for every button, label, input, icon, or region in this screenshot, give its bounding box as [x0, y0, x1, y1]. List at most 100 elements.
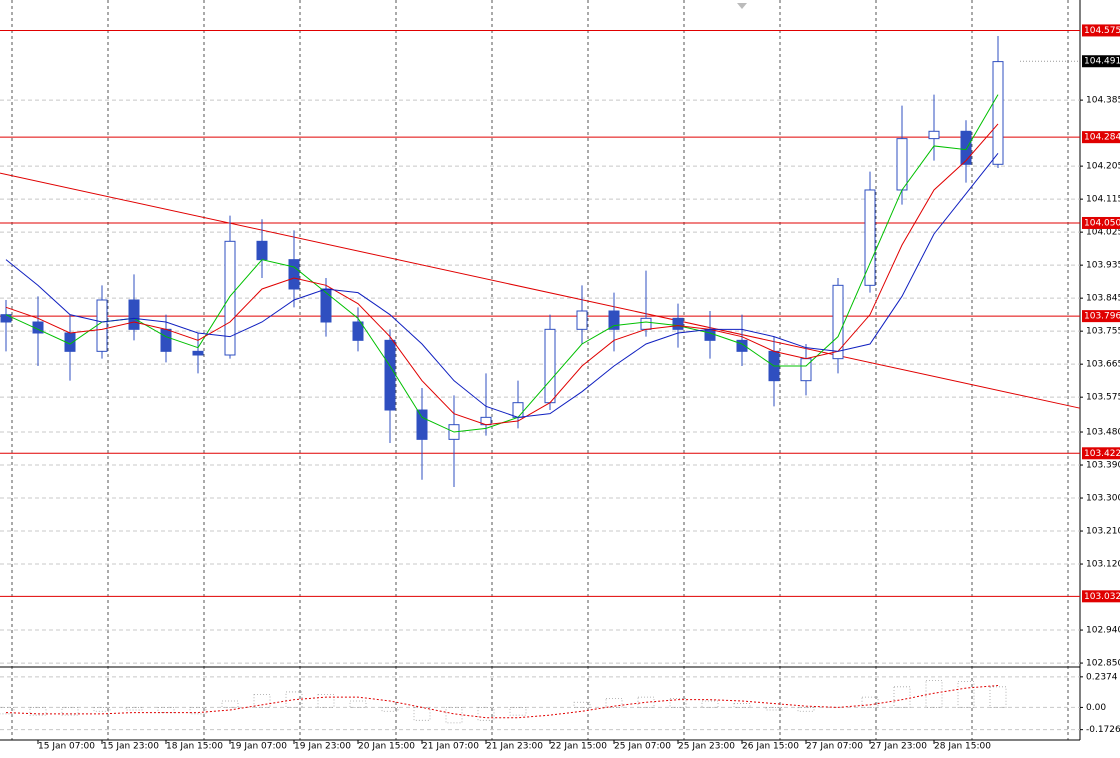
histogram-bar	[221, 700, 239, 708]
y-tick-label: 0.00	[1086, 703, 1106, 713]
y-tick-label: 104.205	[1086, 162, 1120, 172]
x-tick-label: 21 Jan 07:00	[422, 742, 479, 752]
y-tick-label: 104.025	[1086, 228, 1120, 238]
candle-body	[224, 240, 236, 356]
trendline	[0, 172, 1081, 409]
candle-body	[928, 130, 940, 140]
histogram-bar	[157, 707, 175, 713]
level-label-box	[1082, 24, 1120, 37]
level-label: 104.284	[1084, 133, 1120, 143]
candle-body	[672, 317, 684, 330]
histogram-bar	[669, 697, 687, 708]
level-label-box	[1082, 310, 1120, 323]
indicator-line	[5, 685, 999, 719]
histogram-bar	[0, 707, 15, 715]
x-tick-label: 19 Jan 23:00	[294, 742, 351, 752]
level-label-box	[1082, 131, 1120, 144]
candle-body	[256, 240, 268, 261]
y-tick-label: 103.935	[1086, 261, 1120, 271]
level-label-box	[1082, 590, 1120, 603]
y-tick-label: 104.115	[1086, 195, 1120, 205]
x-tick-label: 27 Jan 07:00	[806, 742, 863, 752]
candle-body	[576, 310, 588, 330]
candle-body	[384, 339, 396, 411]
candle-body	[192, 350, 204, 356]
x-tick-label: 18 Jan 15:00	[166, 742, 223, 752]
histogram-bar	[381, 707, 399, 712]
indicator-line	[5, 152, 999, 418]
candle-body	[608, 310, 620, 330]
histogram-bar	[573, 701, 591, 708]
x-tick-label: 27 Jan 23:00	[870, 742, 927, 752]
y-tick-label: 103.210	[1086, 527, 1120, 537]
level-label-box	[1082, 447, 1120, 460]
histogram-bar	[189, 707, 207, 715]
indicator-line	[5, 123, 999, 426]
histogram-bar	[861, 696, 879, 708]
y-tick-label: 103.120	[1086, 560, 1120, 570]
candle-body	[800, 358, 812, 382]
y-tick-label: 103.845	[1086, 294, 1120, 304]
y-tick-label: 103.665	[1086, 360, 1120, 370]
candle-body	[864, 189, 876, 286]
candle-body	[832, 284, 844, 360]
x-tick-label: 19 Jan 07:00	[230, 742, 287, 752]
y-tick-label: 103.755	[1086, 327, 1120, 337]
candle-body	[416, 409, 428, 440]
histogram-bar	[285, 691, 303, 708]
histogram-bar	[637, 696, 655, 708]
x-tick-label: 22 Jan 15:00	[550, 742, 607, 752]
level-label: 103.796	[1084, 312, 1120, 322]
y-tick-label: 0.2374	[1086, 672, 1118, 682]
candle-body	[352, 321, 364, 341]
x-tick-label: 25 Jan 23:00	[678, 742, 735, 752]
y-tick-label: -0.1726	[1086, 725, 1120, 735]
x-tick-label: 21 Jan 23:00	[486, 742, 543, 752]
x-tick-label: 20 Jan 15:00	[358, 742, 415, 752]
shift-marker	[737, 3, 747, 9]
candle-body	[160, 328, 172, 352]
candle-body	[704, 328, 716, 341]
histogram-bar	[253, 694, 271, 708]
candle-body	[640, 317, 652, 330]
y-tick-label: 102.940	[1086, 626, 1120, 636]
candle-body	[96, 299, 108, 352]
y-tick-label: 103.575	[1086, 393, 1120, 403]
histogram-bar	[349, 700, 367, 708]
histogram-bar	[413, 707, 431, 721]
y-tick-label: 103.300	[1086, 494, 1120, 504]
current-price-box	[1082, 55, 1120, 68]
x-tick-label: 15 Jan 23:00	[102, 742, 159, 752]
y-tick-label: 102.850	[1086, 659, 1120, 669]
histogram-bar	[477, 707, 495, 721]
histogram-bar	[445, 707, 463, 724]
histogram-bar	[93, 707, 111, 712]
candle-body	[320, 288, 332, 323]
candle-body	[128, 299, 140, 330]
y-tick-label: 103.480	[1086, 428, 1120, 438]
x-tick-label: 15 Jan 07:00	[38, 742, 95, 752]
level-label: 103.422	[1084, 449, 1120, 459]
y-tick-label: 104.385	[1086, 96, 1120, 106]
candle-body	[896, 138, 908, 191]
candle-body	[288, 259, 300, 290]
candle-body	[960, 130, 972, 165]
histogram-bar	[317, 694, 335, 708]
candle-body	[992, 61, 1004, 165]
histogram-bar	[733, 703, 751, 708]
histogram-bar	[605, 697, 623, 708]
candle-body	[512, 402, 524, 418]
y-tick-label: 103.390	[1086, 461, 1120, 471]
histogram-bar	[701, 700, 719, 708]
level-label: 104.050	[1084, 218, 1120, 228]
candle-body	[544, 328, 556, 404]
level-label: 103.032	[1084, 592, 1120, 602]
x-tick-label: 28 Jan 15:00	[934, 742, 991, 752]
histogram-bar	[797, 707, 815, 712]
candle-body	[736, 339, 748, 352]
histogram-bar	[925, 679, 943, 708]
level-label: 104.575	[1084, 26, 1120, 36]
level-label-box	[1082, 216, 1120, 229]
